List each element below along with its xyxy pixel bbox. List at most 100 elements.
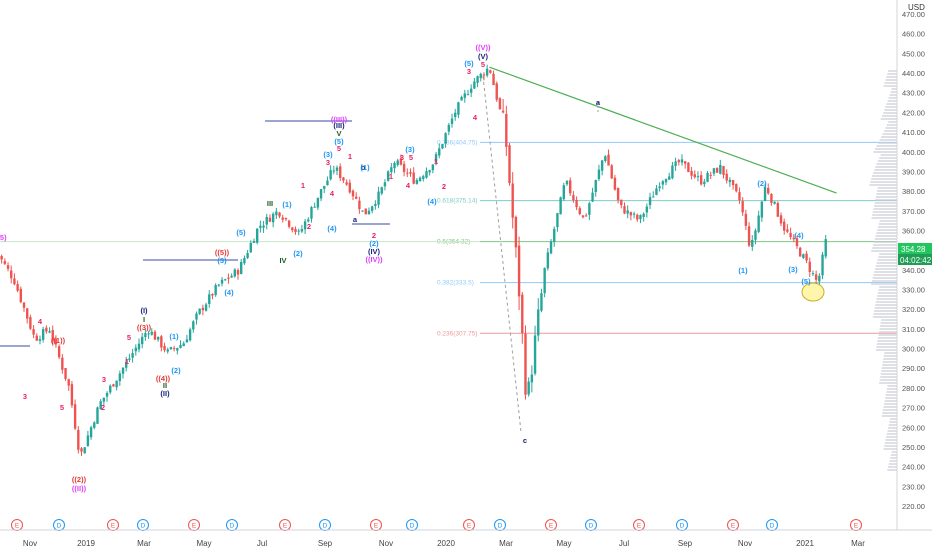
wave-label: (I) <box>140 306 148 315</box>
candle-body <box>505 113 508 147</box>
candle-body <box>514 216 518 248</box>
volume-profile-bar <box>875 196 897 198</box>
volume-profile-bar <box>884 130 897 132</box>
earnings-marker-label: E <box>637 523 642 530</box>
volume-profile-bar <box>888 463 897 465</box>
wave-label: 4 <box>406 181 411 190</box>
x-tick-label: 2021 <box>796 539 814 548</box>
y-tick-label: 320.00 <box>902 305 925 314</box>
y-tick-label: 380.00 <box>902 187 925 196</box>
volume-profile-bar <box>883 448 897 450</box>
volume-profile-bar <box>872 247 897 249</box>
candle-body <box>668 176 671 180</box>
candle-body <box>105 392 109 397</box>
dividend-marker-label: D <box>410 523 415 530</box>
y-tick-label: 400.00 <box>902 148 925 157</box>
candle-body <box>51 330 54 341</box>
candle-body <box>623 206 626 214</box>
candle-body <box>696 176 700 178</box>
volume-profile-bar <box>879 253 897 255</box>
y-tick-label: 390.00 <box>902 167 925 176</box>
candle-body <box>767 187 770 194</box>
candle-body <box>147 333 150 335</box>
candle-body <box>367 210 371 215</box>
candle-body <box>144 333 147 338</box>
candle-body <box>224 279 227 281</box>
trendline <box>489 66 837 194</box>
wave-label: IV <box>279 256 286 265</box>
wave-label: (1) <box>738 266 748 275</box>
y-tick-label: 410.00 <box>902 128 925 137</box>
wave-label: 1 <box>389 172 393 181</box>
wave-label: ((1)) <box>51 336 66 345</box>
volume-profile-bar <box>879 139 897 141</box>
earnings-marker-label: E <box>467 523 472 530</box>
candle-body <box>6 265 10 269</box>
candle-body <box>463 93 466 98</box>
volume-profile-bar <box>884 352 897 354</box>
candle-body <box>703 181 706 185</box>
candle-body <box>204 304 208 311</box>
wave-label: (2) <box>369 239 379 248</box>
candle-body <box>664 179 668 183</box>
candle-body <box>329 170 332 180</box>
candle-body <box>715 167 719 173</box>
candle-body <box>524 333 527 395</box>
volume-profile-bar <box>885 79 897 81</box>
candle-body <box>99 401 102 410</box>
volume-profile-bar <box>872 244 897 246</box>
volume-profile-bar <box>878 142 897 144</box>
candle-body <box>709 174 712 176</box>
candle-body <box>35 335 38 341</box>
candle-body <box>527 381 530 395</box>
volume-profile-bar <box>869 184 897 186</box>
candle-body <box>406 172 409 174</box>
wave-label: 5 <box>127 333 131 342</box>
volume-profile-bar <box>874 169 897 171</box>
x-tick-label: May <box>196 539 211 548</box>
wave-label: 2 <box>307 222 311 231</box>
wave-label: (1) <box>282 200 292 209</box>
candle-body <box>185 339 189 343</box>
volume-profile-bar <box>885 127 897 129</box>
volume-profile-bar <box>874 307 897 309</box>
candle-body <box>230 275 233 278</box>
candle-body <box>441 144 444 149</box>
candle-body <box>339 166 342 178</box>
volume-profile-bar <box>876 298 897 300</box>
candle-body <box>64 368 67 379</box>
candle-body <box>137 343 141 350</box>
candle-body <box>629 212 633 216</box>
volume-profile-bar <box>874 310 897 312</box>
candle-body <box>741 201 744 213</box>
volume-profile-bar <box>875 301 897 303</box>
volume-profile-bar <box>879 328 897 330</box>
candle-body <box>444 133 447 144</box>
volume-profile-bar <box>877 259 897 261</box>
candle-body <box>80 448 83 452</box>
earnings-marker-label: E <box>283 523 288 530</box>
volume-profile-bar <box>877 229 897 231</box>
countdown-tag <box>898 254 932 265</box>
wave-label: II <box>163 381 167 390</box>
candle-body <box>109 385 112 393</box>
candle-body <box>93 422 96 428</box>
y-tick-label: 270.00 <box>902 404 925 413</box>
candle-body <box>29 317 32 329</box>
wave-label: (1) <box>169 332 179 341</box>
volume-profile-bar <box>890 91 897 93</box>
candle-body <box>508 145 511 184</box>
volume-profile-bar <box>884 403 897 405</box>
y-tick-label: 440.00 <box>902 69 925 78</box>
candle-body <box>176 348 179 351</box>
earnings-marker-label: E <box>854 523 859 530</box>
volume-profile-bar <box>880 322 897 324</box>
volume-profile-bar <box>882 361 897 363</box>
wave-label: (3) <box>217 256 227 265</box>
wave-label: ((V)) <box>476 43 491 52</box>
candle-body <box>824 239 827 257</box>
volume-profile-bar <box>887 73 897 75</box>
candle-body <box>588 203 591 215</box>
candle-body <box>802 254 805 258</box>
